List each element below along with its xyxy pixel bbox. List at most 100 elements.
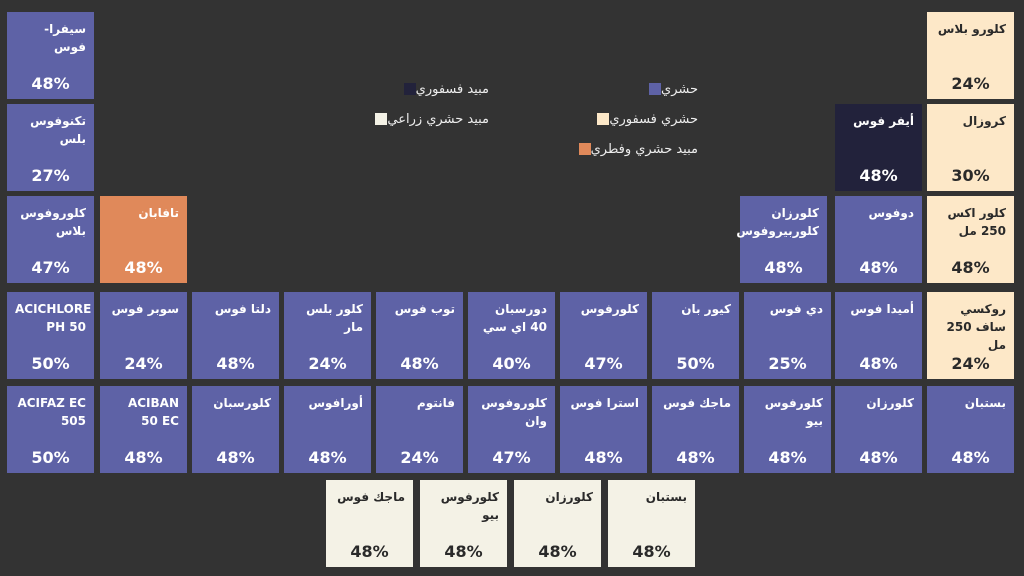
product-concentration: 48% (124, 448, 163, 467)
product-tile[interactable]: ماجك فوس 48% (652, 386, 739, 473)
product-name: كلورفوس بيو (440, 490, 499, 522)
product-concentration: 47% (584, 354, 623, 373)
product-name: ACIFAZ EC 505 (17, 396, 86, 428)
product-concentration: 40% (492, 354, 531, 373)
product-tile[interactable]: بستبان 48% (927, 386, 1014, 473)
product-name: أيفر فوس (853, 114, 914, 128)
product-tile[interactable]: أيفر فوس 48% (835, 104, 922, 191)
product-tile[interactable]: دورسبان 40 اي سي 40% (468, 292, 555, 379)
product-name: كلور بلس مار (306, 302, 363, 334)
product-tile[interactable]: سوبر فوس 24% (100, 292, 187, 379)
product-name: كلورسبان (213, 396, 271, 410)
product-tile[interactable]: دي فوس 25% (744, 292, 831, 379)
product-tile[interactable]: ACICHLORE PH 50 50% (7, 292, 94, 379)
product-concentration: 48% (216, 448, 255, 467)
product-concentration: 48% (859, 448, 898, 467)
legend-label: مبيد حشري زراعي (387, 111, 489, 127)
product-tile[interactable]: فانتوم 24% (376, 386, 463, 473)
product-concentration: 48% (444, 542, 483, 561)
product-concentration: 48% (538, 542, 577, 561)
product-concentration: 30% (951, 166, 990, 185)
product-concentration: 48% (400, 354, 439, 373)
product-tile[interactable]: كيور بان 50% (652, 292, 739, 379)
product-concentration: 48% (124, 258, 163, 277)
legend-swatch (578, 143, 591, 155)
product-concentration: 50% (31, 354, 70, 373)
product-tile[interactable]: كلورفوس 47% (560, 292, 647, 379)
product-tile[interactable]: كلورزان 48% (514, 480, 601, 567)
product-tile[interactable]: ACIFAZ EC 505 50% (7, 386, 94, 473)
product-tile[interactable]: كلوروفوس وان 47% (468, 386, 555, 473)
product-tile[interactable]: أميدا فوس 48% (835, 292, 922, 379)
product-concentration: 50% (31, 448, 70, 467)
product-tile[interactable]: كلورفوس بيو 48% (420, 480, 507, 567)
product-tile[interactable]: دلتا فوس 48% (192, 292, 279, 379)
product-tile[interactable]: توب فوس 48% (376, 292, 463, 379)
product-name: كيور بان (681, 302, 731, 316)
product-concentration: 48% (764, 258, 803, 277)
legend-swatch (649, 83, 662, 95)
product-tile[interactable]: تافابان 48% (100, 196, 187, 283)
legend-label: مبيد فسفوري (415, 81, 489, 97)
product-tile[interactable]: ACIBAN 50 EC 48% (100, 386, 187, 473)
product-name: سيفرا-فوس (44, 22, 86, 54)
product-tile[interactable]: كلورزان كلوربيروفوس 48% (736, 196, 827, 283)
product-name: ACICHLORE PH 50 (15, 302, 92, 334)
product-tile[interactable]: سيفرا-فوس 48% (7, 12, 94, 99)
product-name: كلورزان (866, 396, 914, 410)
product-tile[interactable]: كلورسبان 48% (192, 386, 279, 473)
legend-item-agri: مبيد حشري زراعي (363, 110, 489, 128)
product-name: كلور اكس 250 مل (947, 206, 1006, 238)
product-concentration: 48% (951, 258, 990, 277)
legend-swatch (375, 113, 388, 125)
product-tile[interactable]: روكسي ساف 250 مل 24% (927, 292, 1014, 379)
product-tile[interactable]: دوفوس 48% (835, 196, 922, 283)
product-concentration: 24% (400, 448, 439, 467)
legend-swatch (403, 83, 416, 95)
product-concentration: 48% (859, 166, 898, 185)
product-name: أورافوس (308, 396, 363, 410)
legend-swatch (597, 113, 610, 125)
legend-label: حشري (661, 81, 698, 97)
product-concentration: 24% (951, 354, 990, 373)
product-tile[interactable]: تكنوفوس بلس 27% (7, 104, 94, 191)
product-concentration: 48% (859, 354, 898, 373)
product-name: دلتا فوس (214, 302, 271, 316)
product-tile[interactable]: كلورزان 48% (835, 386, 922, 473)
product-tile[interactable]: كلور بلس مار 24% (284, 292, 371, 379)
product-tile[interactable]: استرا فوس 48% (560, 386, 647, 473)
product-name: فانتوم (416, 396, 455, 410)
legend-item-phos: مبيد فسفوري (392, 80, 489, 98)
product-tile[interactable]: كلورفوس بيو 48% (744, 386, 831, 473)
product-name: كلورفوس بيو (764, 396, 823, 428)
product-concentration: 47% (492, 448, 531, 467)
product-name: بستبان (964, 396, 1006, 410)
product-name: تكنوفوس بلس (30, 114, 86, 146)
product-concentration: 27% (31, 166, 70, 185)
legend-item-insectphos: حشري فسفوري (585, 110, 698, 128)
product-concentration: 48% (676, 448, 715, 467)
product-concentration: 48% (951, 448, 990, 467)
product-tile[interactable]: بستبان 48% (608, 480, 695, 567)
product-concentration: 25% (768, 354, 807, 373)
product-concentration: 48% (768, 448, 807, 467)
product-tile[interactable]: ماجك فوس 48% (326, 480, 413, 567)
product-tile[interactable]: كلوروفوس بلاس 47% (7, 196, 94, 283)
product-name: كلورفوس (580, 302, 639, 316)
legend-label: مبيد حشري وفطري (590, 141, 698, 157)
product-tile[interactable]: كلور اكس 250 مل 48% (927, 196, 1014, 283)
legend-item-fung: مبيد حشري وفطري (567, 140, 698, 158)
product-tile[interactable]: كروزال 30% (927, 104, 1014, 191)
product-concentration: 48% (216, 354, 255, 373)
product-name: أميدا فوس (850, 302, 914, 316)
product-name: سوبر فوس (111, 302, 179, 316)
product-concentration: 48% (308, 448, 347, 467)
product-concentration: 48% (859, 258, 898, 277)
product-name: دي فوس (769, 302, 823, 316)
product-name: كلوروفوس وان (481, 396, 547, 428)
product-name: توب فوس (394, 302, 455, 316)
product-tile[interactable]: كلورو بلاس 24% (927, 12, 1014, 99)
product-tile[interactable]: أورافوس 48% (284, 386, 371, 473)
product-name: روكسي ساف 250 مل (946, 302, 1007, 352)
product-name: كروزال (962, 114, 1006, 128)
